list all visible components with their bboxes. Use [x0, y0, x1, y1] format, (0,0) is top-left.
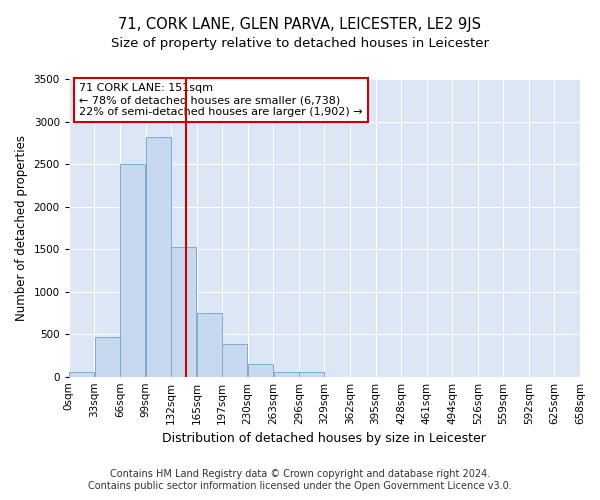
Text: Size of property relative to detached houses in Leicester: Size of property relative to detached ho… — [111, 38, 489, 51]
Text: Contains public sector information licensed under the Open Government Licence v3: Contains public sector information licen… — [88, 481, 512, 491]
X-axis label: Distribution of detached houses by size in Leicester: Distribution of detached houses by size … — [163, 432, 487, 445]
Text: Contains HM Land Registry data © Crown copyright and database right 2024.: Contains HM Land Registry data © Crown c… — [110, 469, 490, 479]
Text: 71 CORK LANE: 151sqm
← 78% of detached houses are smaller (6,738)
22% of semi-de: 71 CORK LANE: 151sqm ← 78% of detached h… — [79, 84, 362, 116]
Bar — [146, 137, 171, 376]
Bar — [223, 344, 247, 376]
Bar — [95, 336, 119, 376]
Bar — [248, 364, 273, 376]
Text: 71, CORK LANE, GLEN PARVA, LEICESTER, LE2 9JS: 71, CORK LANE, GLEN PARVA, LEICESTER, LE… — [119, 18, 482, 32]
Bar — [69, 372, 94, 376]
Bar — [197, 313, 222, 376]
Bar — [172, 248, 196, 376]
Y-axis label: Number of detached properties: Number of detached properties — [15, 135, 28, 321]
Bar — [299, 372, 324, 376]
Bar — [120, 164, 145, 376]
Bar — [274, 372, 299, 376]
